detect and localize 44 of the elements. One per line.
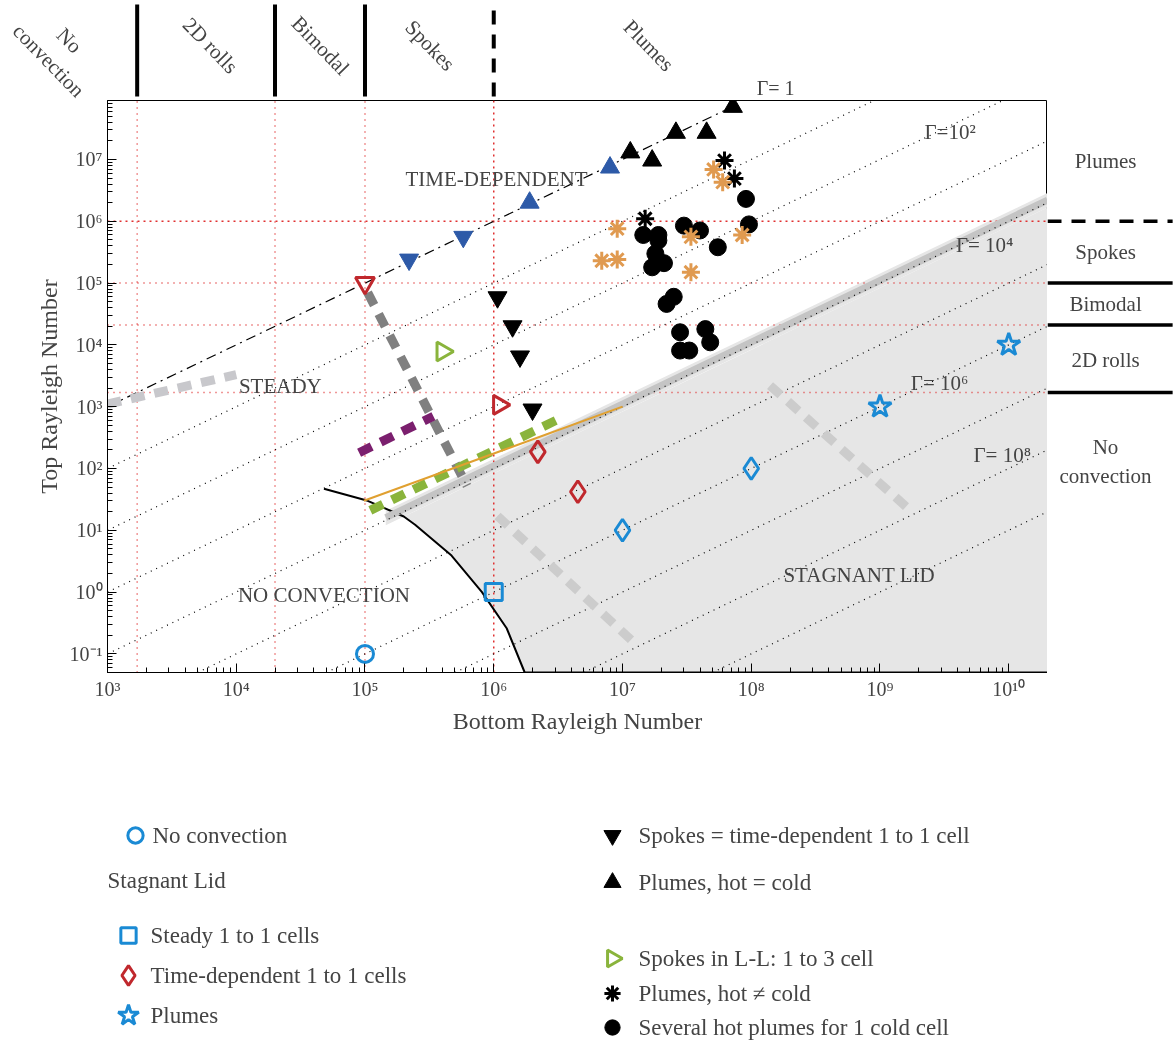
annotation: STAGNANT LID: [783, 562, 935, 587]
legend-label: No convection: [152, 823, 288, 848]
annotation: Γ= 10⁸: [973, 443, 1032, 468]
y-tick-label: 10⁻¹: [69, 642, 103, 665]
x-axis-title: Bottom Rayleigh Number: [452, 707, 703, 734]
annotation: Γ= 10⁶: [910, 371, 969, 396]
y-tick-label: 10⁷: [75, 148, 103, 171]
annotation: NO CONVECTION: [237, 582, 410, 607]
text: 2D rolls: [178, 12, 243, 79]
text: Bimodal: [1069, 291, 1142, 316]
y-tick-label: 10⁴: [75, 333, 103, 356]
y-tick-label: 10⁰: [75, 581, 103, 604]
x-tick-label: 10⁷: [609, 677, 637, 700]
x-tick-label: 10⁴: [222, 677, 250, 700]
legend-label: Steady 1 to 1 cells: [150, 923, 320, 948]
y-tick-label: 10⁶: [75, 210, 103, 233]
y-axis-title: Top Rayleigh Number: [35, 279, 62, 494]
x-tick-label: 10⁶: [480, 677, 508, 700]
legend-title: Stagnant Lid: [107, 868, 227, 893]
text: 2D rolls: [1071, 347, 1140, 372]
y-tick-label: 10¹: [76, 519, 103, 542]
text: Spokes: [1075, 239, 1136, 264]
legend-label: Time-dependent 1 to 1 cells: [150, 963, 407, 988]
series-label: Γ= 1: [756, 76, 795, 99]
legend-label: Spokes in L-L: 1 to 3 cell: [638, 946, 874, 971]
y-tick-label: 10³: [76, 395, 103, 418]
x-tick-label: 10⁸: [737, 677, 765, 700]
legend-label: Plumes, hot = cold: [638, 870, 812, 895]
annotation: Γ=10²: [924, 119, 976, 144]
legend-label: Plumes: [150, 1003, 219, 1028]
legend-label: Spokes = time-dependent 1 to 1 cell: [638, 823, 970, 848]
text: No convection: [1059, 435, 1153, 488]
x-tick-label: 10⁹: [866, 677, 894, 700]
y-tick-label: 10⁵: [75, 272, 103, 295]
annotation: Γ= 10⁴: [955, 232, 1014, 257]
x-tick-label: 10³: [94, 677, 121, 700]
x-tick-label: 10¹⁰: [992, 677, 1026, 700]
legend-label: Several hot plumes for 1 cold cell: [638, 1015, 949, 1040]
x-tick-label: 10⁵: [351, 677, 379, 700]
text: Plumes: [1074, 148, 1137, 173]
y-tick-label: 10²: [76, 457, 103, 480]
annotation: TIME-DEPENDENT: [405, 167, 588, 192]
legend-label: Plumes, hot ≠ cold: [638, 981, 812, 1006]
annotation: STEADY: [238, 373, 322, 398]
